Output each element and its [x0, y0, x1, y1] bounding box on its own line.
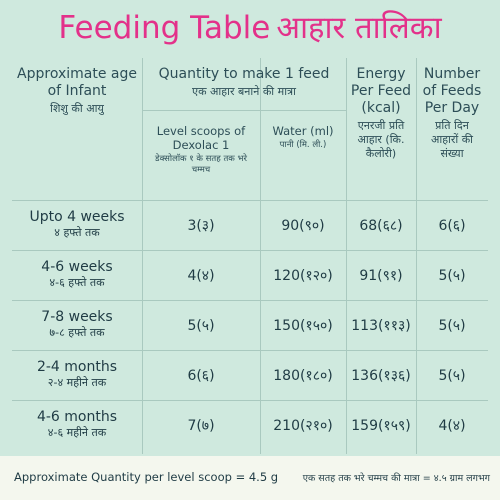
column-divider [346, 58, 347, 454]
table-cell-feeds: 5(५) [438, 367, 466, 384]
column-divider [142, 58, 143, 454]
table-cell-energy: 159(१५९) [351, 417, 411, 434]
table-cell-energy: 136(१३६) [351, 367, 411, 384]
column-divider [260, 58, 261, 454]
footer-hindi: एक सतह तक भरे चम्मच की मात्रा = ४.५ ग्रा… [302, 473, 490, 484]
table-row-age: Upto 4 weeks ४ हफ्ते तक [29, 209, 125, 239]
row-divider [12, 350, 488, 351]
table-cell-scoops: 6(६) [187, 367, 215, 384]
table-cell-water: 90(९०) [281, 217, 325, 234]
table-cell-energy: 113(११३) [351, 317, 411, 334]
header-water: Water (ml) पानी (मि. ली.) [272, 124, 334, 150]
table-row-age: 4-6 weeks ४-६ हफ्ते तक [41, 259, 113, 289]
subheader-divider [142, 110, 346, 111]
title-hindi: आहार तालिका [276, 10, 442, 46]
table-cell-water: 150(१५०) [273, 317, 333, 334]
header-scoops: Level scoops of Dexolac 1 डेक्सोलॉक १ के… [155, 124, 247, 175]
table-cell-water: 120(१२०) [273, 267, 333, 284]
table-cell-energy: 91(९१) [359, 267, 403, 284]
table-cell-scoops: 4(४) [187, 267, 215, 284]
row-divider [12, 300, 488, 301]
table-cell-scoops: 3(३) [187, 217, 215, 234]
header-energy: Energy Per Feed (kcal) एनरजी प्रति आहार … [350, 66, 412, 160]
column-divider [416, 58, 417, 454]
row-divider [12, 400, 488, 401]
table-cell-scoops: 5(५) [187, 317, 215, 334]
row-divider [12, 200, 488, 201]
table-cell-water: 180(१८०) [273, 367, 333, 384]
table-row-age: 7-8 weeks ७-८ हफ्ते तक [41, 309, 113, 339]
table-cell-scoops: 7(७) [187, 417, 215, 434]
row-divider [12, 250, 488, 251]
table-cell-feeds: 5(५) [438, 317, 466, 334]
header-age: Approximate age of Infant शिशु की आयु [17, 66, 137, 115]
footer-note: Approximate Quantity per level scoop = 4… [0, 456, 500, 500]
title-english: Feeding Table [58, 10, 271, 46]
table-cell-feeds: 6(६) [438, 217, 466, 234]
header-feeds: Number of Feeds Per Day प्रति दिन आहारों… [422, 66, 482, 160]
page-title: Feeding Table आहार तालिका [0, 8, 500, 48]
table-cell-energy: 68(६८) [359, 217, 403, 234]
table-cell-feeds: 5(५) [438, 267, 466, 284]
table-row-age: 2-4 months २-४ महीने तक [36, 359, 118, 389]
feeding-table: Approximate age of Infant शिशु की आयु Qu… [12, 58, 488, 454]
table-cell-feeds: 4(४) [438, 417, 466, 434]
table-row-age: 4-6 months ४-६ महीने तक [36, 409, 118, 439]
header-quantity: Quantity to make 1 feed एक आहार बनाने की… [158, 66, 330, 98]
table-cell-water: 210(२१०) [273, 417, 333, 434]
footer-english: Approximate Quantity per level scoop = 4… [14, 470, 279, 484]
